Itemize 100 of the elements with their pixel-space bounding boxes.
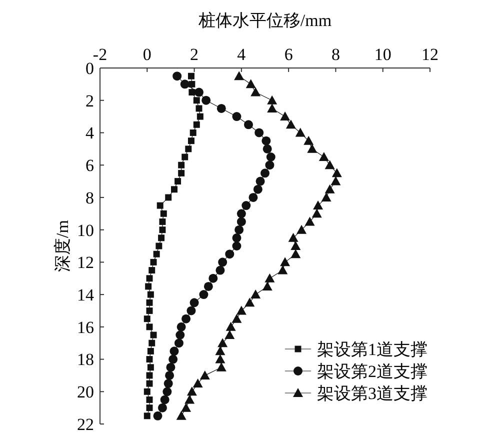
x-tick-label: 6 — [284, 45, 293, 64]
point — [178, 170, 185, 176]
point — [232, 242, 242, 250]
point — [147, 364, 154, 371]
point — [158, 234, 165, 242]
point — [290, 249, 301, 258]
point — [176, 322, 186, 332]
point — [202, 96, 211, 105]
point — [194, 88, 204, 97]
point — [185, 146, 192, 152]
point — [266, 152, 276, 162]
point — [330, 176, 341, 186]
point — [250, 87, 261, 96]
point — [200, 370, 210, 380]
legend-label: 架设第2道支撑 — [317, 362, 428, 381]
x-tick-label: 4 — [237, 45, 246, 64]
point — [156, 202, 164, 209]
point — [244, 298, 255, 307]
point — [265, 160, 274, 170]
point — [204, 282, 213, 291]
point — [190, 129, 196, 136]
point — [216, 104, 226, 113]
point — [290, 241, 301, 250]
point — [260, 168, 270, 178]
point — [153, 411, 162, 420]
point — [193, 97, 200, 104]
point — [144, 388, 150, 395]
point — [196, 105, 202, 112]
point — [216, 266, 225, 275]
point — [193, 121, 200, 128]
point — [188, 72, 194, 80]
point — [280, 112, 290, 121]
point — [286, 120, 296, 129]
point — [253, 184, 262, 194]
point — [188, 89, 196, 96]
point — [181, 402, 192, 412]
point — [162, 387, 172, 396]
point — [174, 338, 184, 348]
point — [144, 316, 150, 322]
point — [288, 232, 298, 242]
y-tick-label: 14 — [77, 285, 94, 304]
point — [164, 379, 173, 388]
y-tick-label: 6 — [86, 156, 94, 176]
point — [156, 242, 162, 250]
y-tick-label: 4 — [86, 124, 94, 143]
point — [146, 404, 153, 412]
point — [160, 210, 167, 217]
point — [168, 354, 178, 364]
point — [262, 144, 272, 154]
y-axis-title: 深度/m — [53, 220, 72, 272]
point — [218, 338, 228, 348]
point — [174, 178, 182, 185]
point — [146, 356, 153, 363]
point — [199, 290, 208, 300]
point — [216, 362, 226, 372]
point — [165, 370, 174, 380]
point — [172, 72, 182, 81]
x-axis-title: 桩体水平位移/mm — [197, 11, 332, 30]
point — [218, 258, 228, 267]
point — [146, 307, 153, 314]
point — [147, 348, 154, 354]
point — [158, 403, 167, 412]
point — [184, 394, 195, 404]
point — [254, 128, 264, 138]
point — [170, 346, 179, 356]
point — [208, 274, 218, 283]
point — [262, 281, 272, 290]
point — [318, 152, 329, 161]
point — [146, 372, 153, 379]
x-tick-label: 2 — [190, 45, 199, 64]
point — [192, 378, 203, 388]
point — [242, 201, 251, 210]
point — [295, 128, 306, 137]
legend-label: 架设第3道支撑 — [317, 384, 428, 403]
point — [267, 103, 278, 112]
point — [182, 154, 188, 160]
point — [264, 273, 275, 282]
point — [256, 176, 265, 186]
point — [236, 217, 246, 226]
point — [159, 226, 166, 234]
point — [215, 354, 226, 364]
point — [324, 160, 335, 170]
point — [250, 290, 261, 299]
point — [178, 162, 185, 168]
point — [188, 80, 196, 88]
point — [304, 216, 315, 226]
point — [160, 395, 170, 404]
point — [280, 257, 290, 266]
point — [188, 138, 194, 144]
point — [232, 233, 242, 242]
point — [176, 330, 185, 340]
point — [166, 362, 176, 372]
y-tick-label: 12 — [77, 253, 94, 272]
y-tick-label: 20 — [77, 382, 94, 402]
point — [146, 299, 153, 306]
point — [224, 330, 235, 339]
point — [186, 386, 197, 396]
y-tick-label: 10 — [77, 220, 94, 240]
point — [296, 224, 307, 234]
point — [145, 283, 152, 290]
